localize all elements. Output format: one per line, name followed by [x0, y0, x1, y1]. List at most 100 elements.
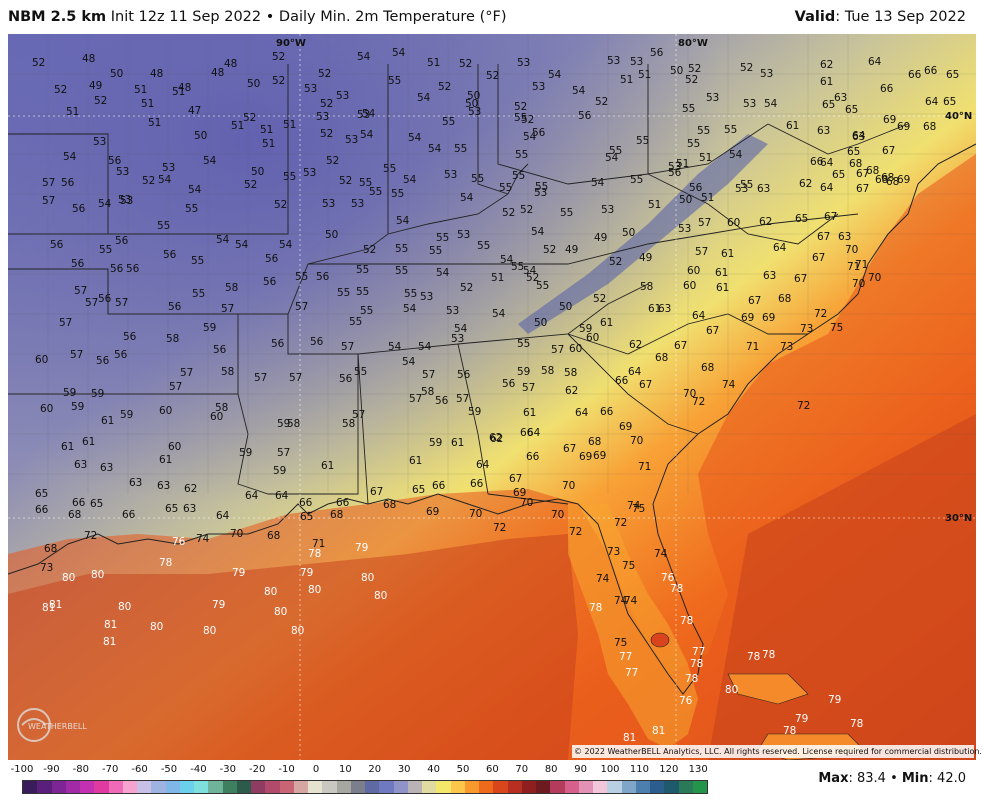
- temperature-label: 72: [614, 517, 627, 529]
- temperature-label: 55: [383, 163, 396, 175]
- scale-tick-label: 50: [456, 764, 470, 775]
- temperature-label: 66: [908, 69, 922, 81]
- temperature-label: 74: [654, 548, 668, 560]
- temperature-label: 53: [607, 55, 620, 67]
- temperature-label: 56: [163, 249, 177, 261]
- temperature-label: 74: [624, 595, 638, 607]
- temperature-label: 77: [625, 667, 638, 679]
- temperature-label: 52: [486, 70, 499, 82]
- temperature-label: 57: [422, 369, 435, 381]
- temperature-label: 59: [277, 418, 290, 430]
- temperature-label: 53: [116, 166, 129, 178]
- temperature-label: 66: [520, 427, 534, 439]
- temperature-label: 55: [356, 264, 369, 276]
- scale-swatch: [678, 781, 693, 793]
- temperature-label: 79: [795, 713, 808, 725]
- temperature-label: 50: [622, 227, 635, 239]
- temperature-label: 61: [820, 76, 833, 88]
- temperature-label: 57: [695, 246, 708, 258]
- temperature-label: 56: [98, 293, 112, 305]
- temperature-label: 54: [729, 149, 743, 161]
- temperature-label: 54: [428, 143, 442, 155]
- scale-swatch: [94, 781, 109, 793]
- valid-label: Valid: [794, 9, 836, 25]
- temperature-label: 60: [168, 441, 181, 453]
- temperature-label: 57: [70, 349, 83, 361]
- temperature-label: 48: [211, 67, 224, 79]
- temperature-label: 48: [178, 82, 191, 94]
- temperature-label: 55: [192, 288, 205, 300]
- temperature-label: 55: [536, 280, 549, 292]
- temperature-label: 61: [101, 415, 114, 427]
- temperature-label: 51: [148, 117, 161, 129]
- temperature-label: 50: [247, 78, 260, 90]
- temperature-label: 55: [356, 286, 369, 298]
- temperature-label: 54: [388, 341, 402, 353]
- temperature-label: 61: [648, 303, 661, 315]
- temperature-label: 81: [42, 602, 55, 614]
- temperature-label: 53: [444, 169, 457, 181]
- lake-okeechobee: [650, 632, 670, 648]
- temperature-label: 60: [569, 343, 582, 355]
- temperature-label: 54: [492, 308, 506, 320]
- temperature-label: 54: [357, 51, 371, 63]
- temperature-label: 53: [517, 57, 530, 69]
- temperature-label: 66: [470, 478, 484, 490]
- temperature-label: 78: [690, 658, 703, 670]
- scale-swatch: [621, 781, 636, 793]
- temperature-label: 63: [129, 477, 142, 489]
- temperature-label: 70: [230, 528, 243, 540]
- scale-tick-label: -60: [131, 764, 148, 775]
- temperature-label: 54: [158, 174, 172, 186]
- temperature-label: 52: [272, 51, 285, 63]
- temperature-label: 64: [527, 427, 541, 439]
- temperature-label: 52: [520, 204, 533, 216]
- temperature-label: 63: [100, 462, 113, 474]
- temperature-label: 54: [454, 323, 468, 335]
- temperature-label: 54: [392, 47, 406, 59]
- scale-swatch: [23, 781, 38, 793]
- init-time: Init 12z 11 Sep 2022: [110, 9, 262, 25]
- scale-swatch: [80, 781, 95, 793]
- scale-swatch: [436, 781, 451, 793]
- scale-swatch: [336, 781, 351, 793]
- scale-tick-label: 120: [659, 764, 679, 775]
- scale-swatch: [550, 781, 565, 793]
- temperature-label: 52: [326, 155, 339, 167]
- temperature-label: 70: [852, 278, 865, 290]
- temperature-label: 69: [883, 114, 896, 126]
- temperature-label: 49: [594, 232, 607, 244]
- temperature-label: 66: [615, 375, 629, 387]
- scale-swatch: [393, 781, 408, 793]
- temperature-label: 52: [339, 175, 352, 187]
- temperature-label: 75: [632, 503, 645, 515]
- temperature-label: 55: [512, 170, 525, 182]
- temperature-label: 73: [800, 323, 813, 335]
- temperature-label: 67: [882, 145, 895, 157]
- temperature-label: 66: [432, 480, 446, 492]
- scale-tick-label: 40: [427, 764, 440, 775]
- temperature-label: 55: [191, 255, 204, 267]
- temperature-map[interactable]: 90°W 80°W 40°N 30°N 52 48 50 48 48 48 48 52 54 54…: [8, 34, 976, 760]
- temperature-label: 52: [595, 96, 608, 108]
- temperature-label: 74: [627, 500, 641, 512]
- scale-swatch: [137, 781, 152, 793]
- scale-swatch: [208, 781, 223, 793]
- temperature-label: 56: [110, 263, 124, 275]
- temperature-label: 61: [321, 460, 334, 472]
- temperature-label: 55: [630, 174, 643, 186]
- temperature-label: 55: [687, 138, 700, 150]
- scale-tick-label: -50: [160, 764, 178, 775]
- weatherbell-logo: WEATHERBELL: [14, 705, 104, 745]
- temperature-label: 68: [881, 172, 894, 184]
- temperature-label: 70: [562, 480, 575, 492]
- scale-swatch: [322, 781, 337, 793]
- scale-swatch: [308, 781, 323, 793]
- temperature-label: 52: [320, 128, 333, 140]
- temperature-label: 55: [360, 305, 373, 317]
- scale-swatch: [593, 781, 608, 793]
- temperature-label: 54: [548, 69, 562, 81]
- temperature-label: 75: [830, 322, 843, 334]
- temperature-label: 51: [141, 98, 154, 110]
